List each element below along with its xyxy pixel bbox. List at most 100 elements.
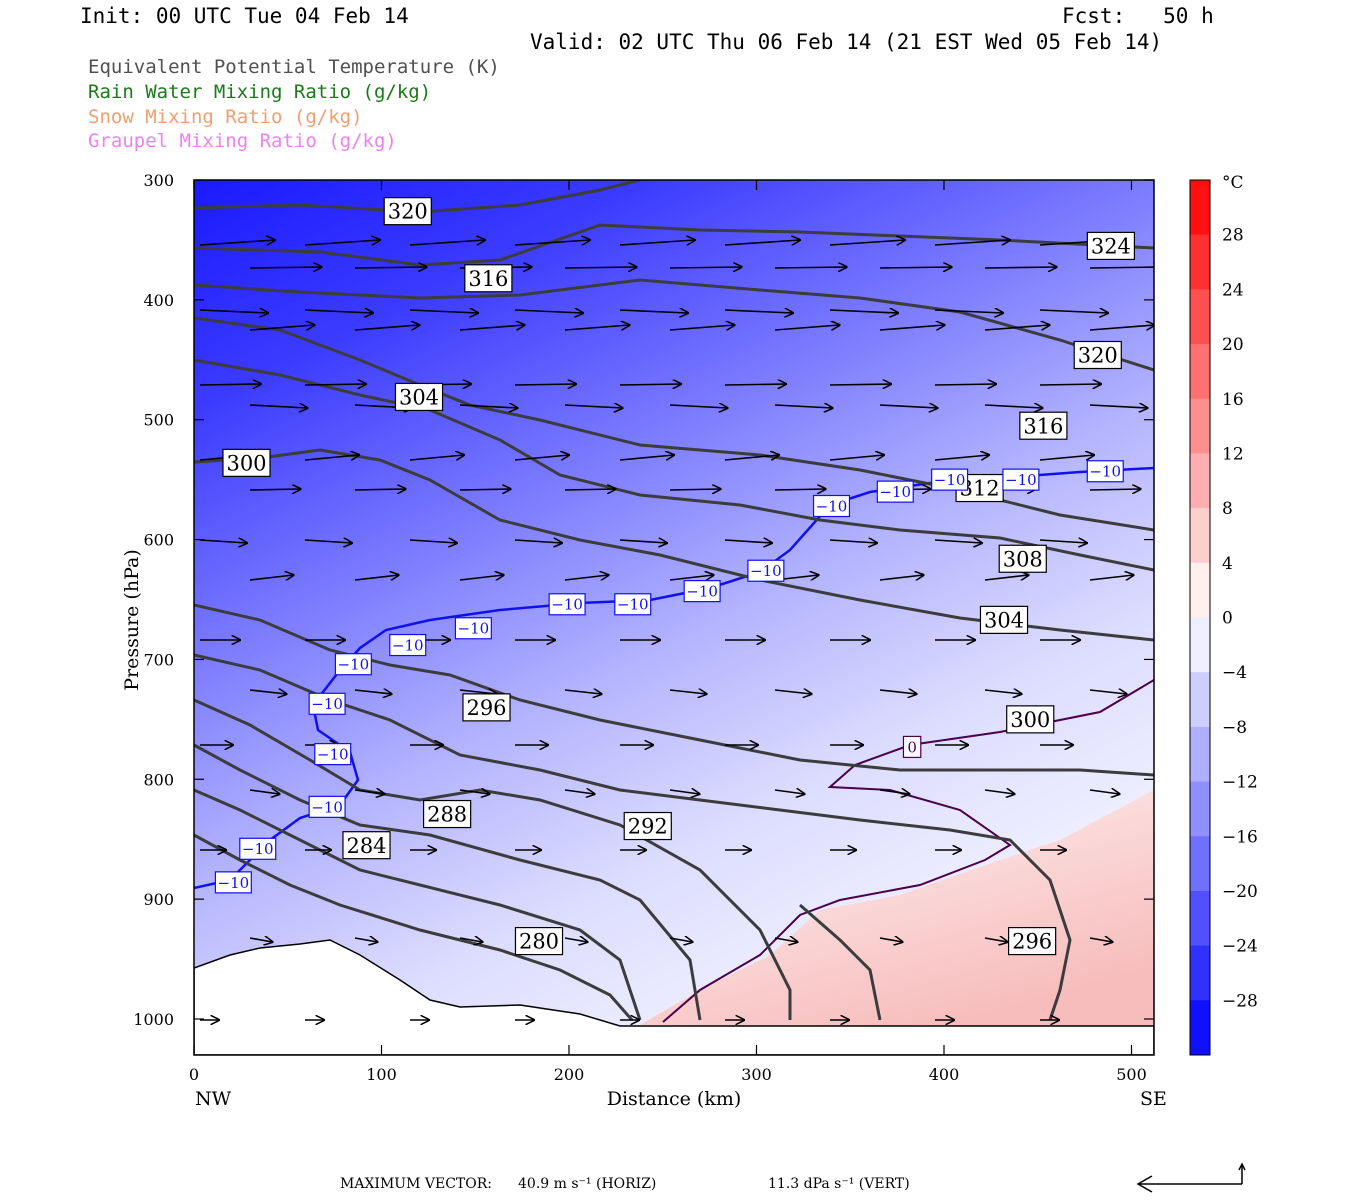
wind-arrow: [354, 938, 378, 942]
wind-arrow: [774, 690, 812, 694]
wind-arrow: [669, 575, 714, 581]
wind-arrow: [249, 405, 308, 408]
isotherm-label: −10: [1002, 468, 1040, 491]
colorbar-label: −4: [1222, 663, 1247, 683]
svg-text:−10: −10: [317, 746, 349, 764]
wind-arrow: [669, 489, 721, 490]
wind-arrow: [934, 455, 989, 461]
wind-arrow: [724, 384, 786, 385]
theta-e-label: 288: [422, 799, 472, 829]
svg-text:−10: −10: [1089, 463, 1121, 481]
y-axis: 300 400 500 600 700 800 900 1000: [133, 171, 1154, 1029]
wind-arrow: [984, 690, 1022, 694]
wind-arrow: [409, 310, 478, 313]
wind-arrow: [199, 310, 268, 313]
wind-arrow: [879, 575, 924, 581]
isotherm-label: −10: [812, 494, 851, 518]
wind-arrow: [354, 267, 427, 268]
wind-arrow: [249, 325, 315, 331]
svg-text:320: 320: [388, 200, 428, 224]
wind-arrow: [724, 455, 779, 461]
svg-text:316: 316: [1023, 414, 1063, 438]
wind-arrow: [514, 540, 562, 543]
colorbar-label: −24: [1222, 937, 1258, 957]
wind-arrow: [564, 790, 595, 794]
colorbar-label: 0: [1222, 609, 1233, 629]
svg-text:−10: −10: [242, 840, 274, 858]
colorbar-label: 8: [1222, 499, 1233, 519]
y-tick-label: 700: [143, 650, 174, 669]
wind-arrow: [934, 540, 982, 543]
wind-arrow: [879, 267, 952, 268]
legend-rain: Rain Water Mixing Ratio (g/kg): [88, 81, 432, 103]
wind-arrow: [774, 790, 805, 794]
isotherm-label: −10: [931, 468, 969, 491]
max-vector-vert: 11.3 dPa s⁻¹ (VERT): [768, 1176, 910, 1192]
wind-arrow: [879, 325, 945, 331]
reference-vector: [1136, 1162, 1246, 1193]
wind-arrow: [879, 405, 938, 408]
wind-arrow: [724, 240, 800, 246]
colorbar-label: 28: [1222, 226, 1244, 246]
wind-arrow: [669, 938, 693, 942]
wind-arrow: [1089, 575, 1134, 581]
svg-text:296: 296: [1012, 930, 1052, 954]
colorbar-band: [1190, 289, 1210, 345]
colorbar-label: 20: [1222, 335, 1244, 355]
wind-arrow: [984, 405, 1043, 408]
svg-text:304: 304: [399, 386, 439, 410]
colorbar-unit: °C: [1222, 173, 1244, 193]
wind-arrow: [1089, 405, 1148, 408]
theta-e-label: 300: [1006, 705, 1055, 734]
wind-arrow: [829, 240, 905, 246]
svg-text:300: 300: [226, 451, 266, 475]
wind-arrow: [1089, 489, 1141, 490]
theta-e-label: 304: [394, 382, 444, 412]
wind-arrow: [1039, 540, 1087, 543]
wind-arrow: [354, 575, 399, 581]
wind-arrow: [1089, 325, 1154, 331]
colorbar-label: 12: [1222, 444, 1244, 464]
wind-arrow: [724, 540, 772, 543]
wind-arrow: [249, 267, 322, 268]
wind-arrow: [459, 790, 490, 794]
forecast-hour: Fcst: 50 h: [1062, 4, 1214, 28]
svg-text:316: 316: [468, 267, 508, 291]
theta-e-label: 320: [383, 197, 432, 226]
colorbar-band: [1190, 945, 1210, 1001]
wind-arrow: [459, 575, 504, 581]
wind-arrow: [564, 489, 616, 490]
colorbar-band: [1190, 344, 1210, 400]
wind-arrow: [774, 405, 833, 408]
wind-arrow: [249, 489, 301, 490]
wind-arrow: [564, 267, 637, 268]
wind-arrow: [514, 455, 569, 461]
svg-text:−10: −10: [934, 471, 966, 489]
wind-arrow: [669, 405, 728, 408]
isotherm-label: −10: [683, 580, 721, 603]
wind-arrow: [669, 690, 707, 694]
legend-snow: Snow Mixing Ratio (g/kg): [88, 106, 363, 128]
y-tick-label: 1000: [133, 1010, 174, 1029]
colorbar-label: 4: [1222, 554, 1233, 574]
colorbar-band: [1190, 234, 1210, 290]
colorbar-band: [1190, 398, 1210, 454]
svg-text:−10: −10: [392, 636, 424, 654]
svg-text:308: 308: [1003, 547, 1043, 571]
isotherm-label: −10: [1086, 460, 1124, 483]
wind-arrow: [1039, 455, 1094, 461]
colorbar-band: [1190, 726, 1210, 783]
y-tick-label: 600: [143, 531, 174, 550]
theta-e-label: 320: [1073, 340, 1122, 370]
y-tick-label: 500: [143, 411, 174, 430]
svg-text:−10: −10: [311, 798, 343, 816]
theta-e-label: 316: [1019, 411, 1068, 440]
svg-text:−10: −10: [311, 695, 343, 713]
wind-arrow: [304, 310, 373, 313]
wind-arrow: [459, 489, 511, 490]
wind-arrow: [354, 489, 406, 490]
colorbar-band: [1190, 672, 1210, 728]
wind-arrow: [774, 325, 840, 331]
svg-text:−10: −10: [750, 562, 782, 580]
